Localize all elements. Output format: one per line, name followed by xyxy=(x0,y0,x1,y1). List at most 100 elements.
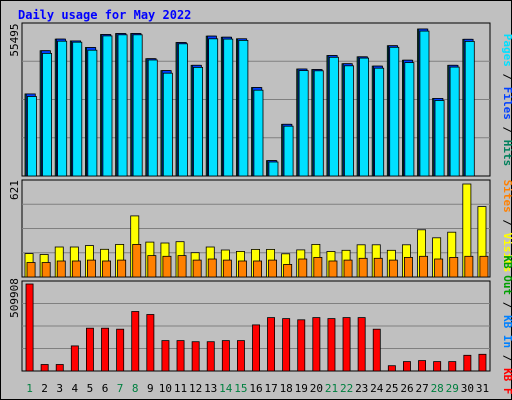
bar-visits-sites-day-13 xyxy=(207,258,217,278)
bar-hits-pages-day-29 xyxy=(449,66,460,177)
bar-kbytes-kb-f-day-28 xyxy=(433,361,442,372)
legend-kbytes: KB Out / KB In / KB F xyxy=(501,255,512,394)
x-tick-label-day-27: 27 xyxy=(415,382,428,395)
bar-hits-pages-day-7 xyxy=(117,34,128,177)
bar-hits-pages-day-2 xyxy=(42,53,53,177)
bar-hits-pages-day-27 xyxy=(419,30,430,177)
x-tick-label-day-7: 7 xyxy=(117,382,124,395)
bar-hits-pages-day-12 xyxy=(193,67,204,177)
bar-visits-sites-day-31 xyxy=(479,255,489,278)
legend-separator: / xyxy=(501,120,512,140)
bar-kbytes-kb-f-day-2 xyxy=(40,364,49,372)
legend-item-hits: Hits xyxy=(501,140,512,167)
x-tick-label-day-23: 23 xyxy=(355,382,368,395)
bar-kbytes-kb-f-day-20 xyxy=(312,317,321,372)
bar-hits-pages-day-8 xyxy=(132,34,143,177)
x-tick-label-day-4: 4 xyxy=(71,382,78,395)
bar-visits-sites-day-24 xyxy=(373,257,383,278)
bar-visits-sites-day-20 xyxy=(313,256,323,278)
legend-item-visits: Visits xyxy=(501,233,512,273)
bar-kbytes-kb-f-day-16 xyxy=(252,324,260,372)
bar-kbytes-kb-f-day-31 xyxy=(478,353,487,372)
legend-separator: / xyxy=(501,295,512,315)
bar-hits-pages-day-10 xyxy=(162,72,173,177)
x-tick-label-day-11: 11 xyxy=(174,382,187,395)
x-tick-label-day-10: 10 xyxy=(159,382,172,395)
bar-kbytes-kb-f-day-1 xyxy=(25,283,34,372)
legend-item-kb-out: KB Out xyxy=(501,255,512,295)
bar-kbytes-kb-f-day-17 xyxy=(267,317,275,372)
bar-visits-sites-day-30 xyxy=(464,255,474,278)
bar-visits-sites-day-25 xyxy=(388,259,398,278)
x-tick-label-day-19: 19 xyxy=(295,382,308,395)
bar-kbytes-kb-f-day-24 xyxy=(372,328,381,372)
x-tick-label-day-29: 29 xyxy=(446,382,459,395)
bar-hits-pages-day-16 xyxy=(253,89,264,177)
panel-hits: 55495 Pages / Files / Hits xyxy=(8,22,512,177)
bar-kbytes-kb-f-day-12 xyxy=(191,341,200,372)
x-tick-label-day-1: 1 xyxy=(26,382,33,395)
bar-hits-pages-day-22 xyxy=(343,65,354,177)
bar-hits-pages-day-3 xyxy=(57,40,68,177)
bar-visits-sites-day-4 xyxy=(71,260,81,278)
bar-hits-pages-day-19 xyxy=(298,70,309,177)
x-tick-label-day-28: 28 xyxy=(431,382,444,395)
bar-kbytes-kb-f-day-26 xyxy=(402,361,411,372)
x-tick-label-day-17: 17 xyxy=(264,382,277,395)
bar-visits-sites-day-9 xyxy=(147,255,157,278)
legend-item-files: Files xyxy=(501,87,512,120)
x-tick-label-day-30: 30 xyxy=(461,382,474,395)
x-tick-label-day-14: 14 xyxy=(219,382,233,395)
bar-hits-pages-day-1 xyxy=(26,96,37,177)
bar-kbytes-kb-f-day-29 xyxy=(448,361,457,372)
bar-hits-pages-day-24 xyxy=(374,67,385,177)
bar-kbytes-kb-f-day-3 xyxy=(55,364,64,372)
bar-visits-sites-day-22 xyxy=(343,259,353,278)
legend-separator: / xyxy=(501,67,512,87)
bar-hits-pages-day-17 xyxy=(268,161,279,177)
x-tick-label-day-22: 22 xyxy=(340,382,353,395)
bar-kbytes-kb-f-day-30 xyxy=(463,354,472,372)
bar-visits-sites-day-3 xyxy=(56,260,66,278)
bar-visits-sites-day-2 xyxy=(41,262,51,278)
legend-item-kb-in: KB In xyxy=(501,315,512,348)
bar-visits-sites-day-21 xyxy=(328,260,338,278)
legend-visits: Sites / Visits xyxy=(501,180,512,273)
x-tick-label-day-13: 13 xyxy=(204,382,217,395)
bar-kbytes-kb-f-day-22 xyxy=(342,317,351,372)
x-tick-label-day-20: 20 xyxy=(310,382,323,395)
bar-kbytes-kb-f-day-25 xyxy=(387,365,396,372)
bar-visits-sites-day-10 xyxy=(162,255,172,278)
x-tick-label-day-12: 12 xyxy=(189,382,202,395)
bar-kbytes-kb-f-day-19 xyxy=(297,319,306,372)
x-tick-label-day-9: 9 xyxy=(147,382,154,395)
bar-visits-sites-day-15 xyxy=(237,260,247,278)
x-tick-label-day-5: 5 xyxy=(87,382,94,395)
bar-kbytes-kb-f-day-5 xyxy=(86,327,94,372)
bar-kbytes-kb-f-day-14 xyxy=(221,340,230,372)
bar-hits-pages-day-15 xyxy=(238,40,249,177)
bar-visits-sites-day-17 xyxy=(268,259,278,278)
legend-hits: Pages / Files / Hits xyxy=(501,34,512,167)
bar-kbytes-kb-f-day-8 xyxy=(131,311,140,372)
x-tick-label-day-31: 31 xyxy=(476,382,489,395)
bar-hits-pages-day-21 xyxy=(328,56,339,177)
bar-hits-pages-day-4 xyxy=(72,41,83,177)
bar-kbytes-kb-f-day-27 xyxy=(418,360,426,372)
bar-visits-sites-day-27 xyxy=(419,255,429,278)
x-tick-label-day-25: 25 xyxy=(385,382,398,395)
x-tick-label-day-3: 3 xyxy=(56,382,63,395)
bar-visits-sites-day-1 xyxy=(26,262,36,278)
bar-visits-sites-day-23 xyxy=(358,257,368,278)
legend-item-sites: Sites xyxy=(501,180,512,213)
bar-kbytes-kb-f-day-23 xyxy=(357,317,366,372)
bar-kbytes-kb-f-day-15 xyxy=(236,340,245,372)
legend-separator: / xyxy=(501,213,512,233)
bar-visits-sites-day-6 xyxy=(102,260,112,278)
bar-visits-sites-day-8 xyxy=(132,243,142,278)
bar-visits-sites-day-18 xyxy=(283,263,293,278)
x-tick-label-day-26: 26 xyxy=(400,382,413,395)
bar-kbytes-kb-f-day-9 xyxy=(146,314,155,372)
legend-item-pages: Pages xyxy=(501,34,512,67)
